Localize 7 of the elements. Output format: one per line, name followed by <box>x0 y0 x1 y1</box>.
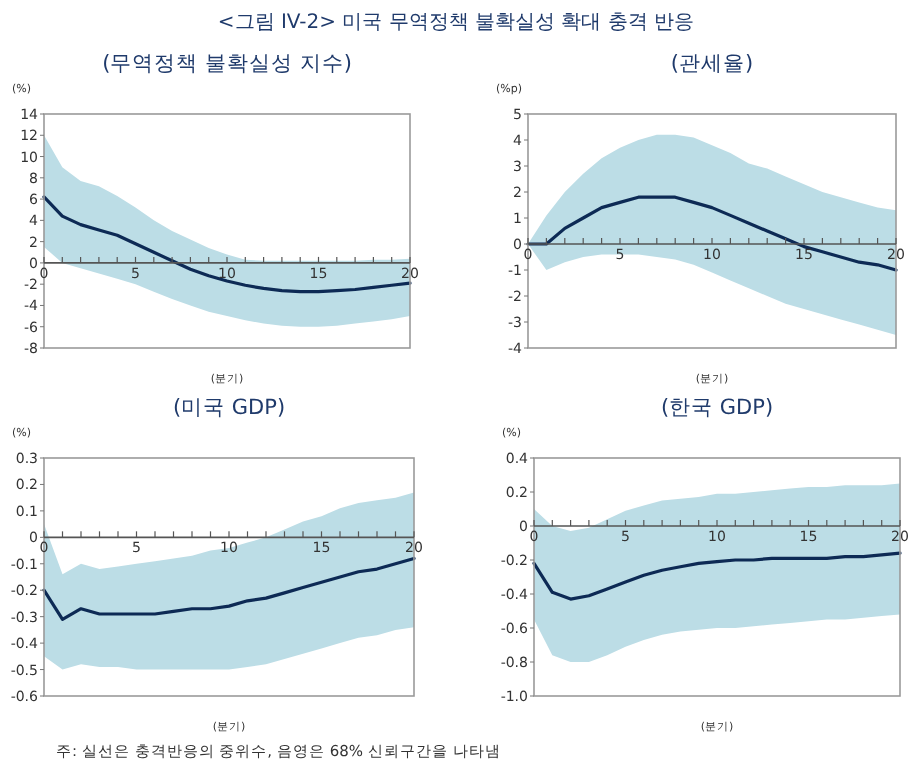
chart-title: (한국 GDP) <box>660 396 774 420</box>
chart-title: (미국 GDP) <box>172 396 286 420</box>
line-series <box>532 551 902 601</box>
text: <그림 IV-2> 미국 무역정책 불확실성 확대 충격 반응 <box>217 12 695 34</box>
line-series <box>42 556 416 621</box>
chart-title: (무역정책 불확실성 지수) <box>102 52 352 76</box>
chart-title: (관세율) <box>670 52 754 76</box>
